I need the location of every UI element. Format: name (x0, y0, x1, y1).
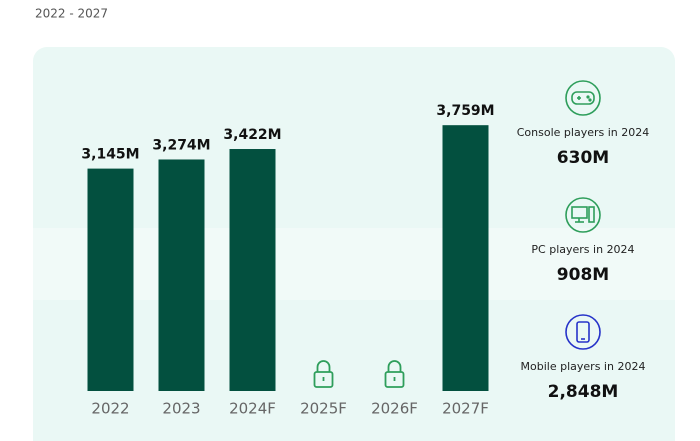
bar (87, 168, 134, 391)
lock-icon (384, 360, 405, 388)
lock-shackle (387, 360, 402, 372)
stat-value: 908M (557, 265, 609, 285)
lock-shackle (316, 360, 331, 372)
stat-value: 630M (557, 148, 609, 168)
lock-body (384, 371, 405, 388)
bar (229, 149, 276, 391)
value-label: 3,145M (81, 147, 139, 163)
console-icon (565, 80, 601, 116)
stat-value: 2,848M (548, 382, 619, 402)
highlight-band (33, 228, 675, 300)
lock-body (313, 371, 334, 388)
lock-icon (313, 360, 334, 388)
value-label: 3,422M (223, 127, 281, 143)
subtitle: 2022 - 2027 (35, 7, 108, 21)
bar (158, 159, 205, 391)
x-tick-label: 2026F (371, 400, 418, 418)
stat-label: Mobile players in 2024 (521, 360, 646, 373)
bar (442, 125, 489, 391)
value-label: 3,759M (436, 103, 494, 119)
value-label: 3,274M (152, 137, 210, 153)
pc-icon (565, 197, 601, 233)
stat-label: Console players in 2024 (517, 126, 650, 139)
x-tick-label: 2025F (300, 400, 347, 418)
x-tick-label: 2024F (229, 400, 276, 418)
x-tick-label: 2027F (442, 400, 489, 418)
x-tick-label: 2023 (162, 400, 200, 418)
stat-label: PC players in 2024 (531, 243, 634, 256)
x-tick-label: 2022 (91, 400, 129, 418)
mobile-icon (565, 314, 601, 350)
